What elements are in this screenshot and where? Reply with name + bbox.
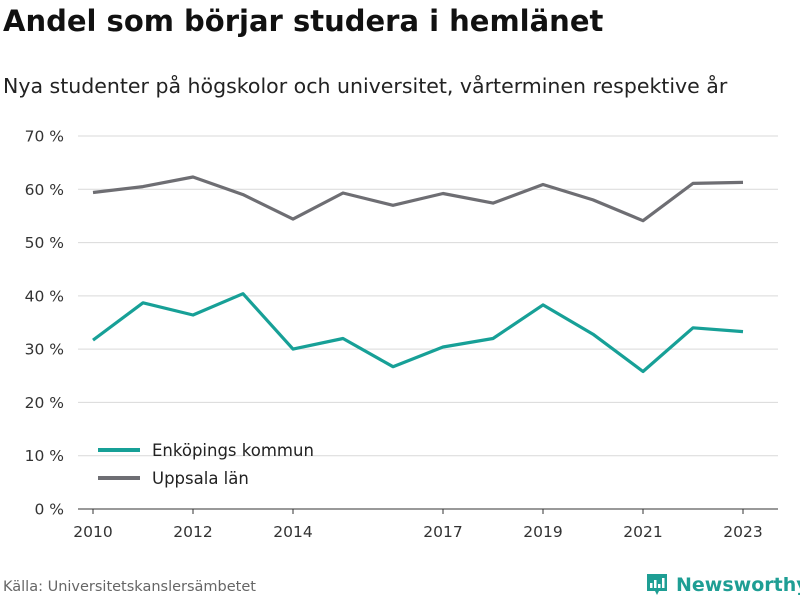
x-tick-label: 2023 xyxy=(723,523,762,541)
legend-label-1: Enköpings kommun xyxy=(152,441,314,460)
x-tick-label: 2021 xyxy=(623,523,662,541)
series-lines xyxy=(92,175,744,374)
y-tick-label: 20 % xyxy=(25,394,64,412)
x-tick-label: 2012 xyxy=(173,523,212,541)
x-tick-label: 2014 xyxy=(273,523,312,541)
y-tick-label: 50 % xyxy=(25,234,64,252)
brand-logo: Newsworthy xyxy=(645,570,800,600)
y-tick-label: 10 % xyxy=(25,447,64,465)
series-line-2 xyxy=(92,175,744,223)
x-tick-label: 2019 xyxy=(523,523,562,541)
chart-title: Andel som börjar studera i hemlänet xyxy=(3,4,604,38)
brand-name: Newsworthy xyxy=(676,574,800,596)
y-tick-label: 0 % xyxy=(34,501,64,519)
legend: Enköpings kommun Uppsala län xyxy=(98,441,314,488)
chart-subtitle: Nya studenter på högskolor och universit… xyxy=(3,74,728,98)
gridlines xyxy=(78,135,778,457)
bar-chart-bubble-icon xyxy=(647,574,667,595)
y-axis-tick-labels: 0 % 10 % 20 % 30 % 40 % 50 % 60 % 70 % xyxy=(25,128,64,519)
y-tick-label: 70 % xyxy=(25,128,64,146)
x-axis-tick-labels: 2010 2012 2014 2017 2019 2021 2023 xyxy=(73,523,762,541)
series-line-1 xyxy=(92,292,744,374)
x-axis xyxy=(78,508,778,514)
x-tick-label: 2010 xyxy=(73,523,112,541)
y-tick-label: 40 % xyxy=(25,287,64,305)
source-note: Källa: Universitetskanslersämbetet xyxy=(3,579,256,595)
legend-label-2: Uppsala län xyxy=(152,469,249,488)
x-tick-label: 2017 xyxy=(423,523,462,541)
y-tick-label: 60 % xyxy=(25,181,64,199)
y-tick-label: 30 % xyxy=(25,341,64,359)
